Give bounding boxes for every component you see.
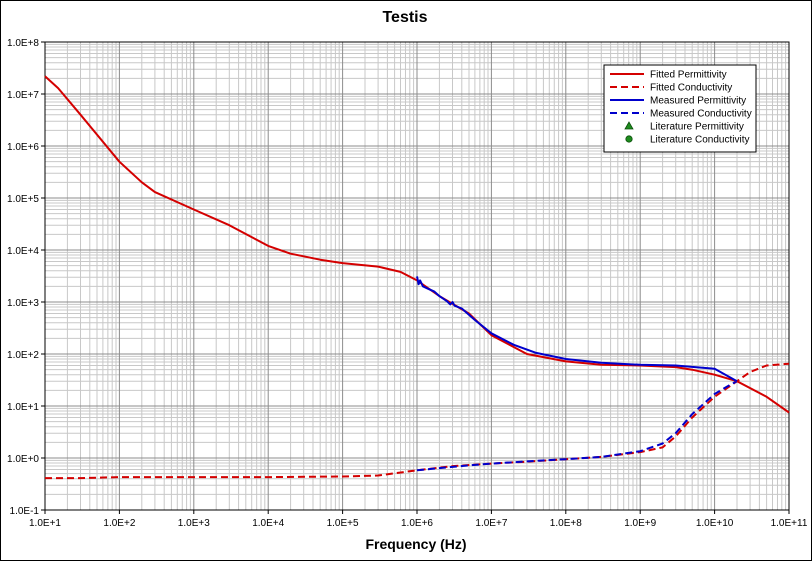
series-line-measured-conductivity	[416, 380, 738, 472]
y-tick-label: 1.0E+6	[7, 142, 39, 153]
x-tick-label: 1.0E+5	[327, 518, 359, 529]
legend-label-measured-conductivity: Measured Conductivity	[650, 109, 752, 120]
series-layer	[44, 75, 790, 480]
x-tick-label: 1.0E+6	[401, 518, 433, 529]
x-tick-label: 1.0E+7	[475, 518, 507, 529]
legend-marker-literature-permittivity	[624, 121, 634, 130]
legend-marker-literature-conductivity	[625, 135, 633, 143]
x-axis-ticks: 1.0E+1 1.0E+2 1.0E+3 1.0E+4 1.0E+5 1.0E+6 1.0E…	[29, 510, 808, 529]
legend-label-fitted-permittivity: Fitted Permittivity	[650, 70, 727, 81]
chart-title: Testis	[382, 9, 427, 26]
x-tick-label: 1.0E+1	[29, 518, 61, 529]
y-tick-label: 1.0E+2	[7, 350, 39, 361]
legend-label-measured-permittivity: Measured Permittivity	[650, 96, 746, 107]
legend-label-literature-permittivity: Literature Permittivity	[650, 122, 744, 133]
x-tick-label: 1.0E+4	[252, 518, 284, 529]
legend-label-literature-conductivity: Literature Conductivity	[650, 135, 750, 146]
y-axis-ticks: 1.0E-1 1.0E+0 1.0E+1 1.0E+2 1.0E+3 1.0E+4 1.0E…	[7, 38, 45, 517]
x-axis-label: Frequency (Hz)	[365, 536, 466, 552]
y-tick-label: 1.0E+7	[7, 90, 39, 101]
y-tick-label: 1.0E-1	[10, 506, 40, 517]
y-tick-label: 1.0E+5	[7, 194, 39, 205]
x-tick-label: 1.0E+10	[696, 518, 734, 529]
y-tick-label: 1.0E+3	[7, 298, 39, 309]
series-line-fitted-conductivity	[45, 362, 790, 480]
series-line-measured-permittivity	[416, 276, 738, 383]
y-tick-label: 1.0E+0	[7, 454, 39, 465]
x-tick-label: 1.0E+2	[103, 518, 135, 529]
x-tick-label: 1.0E+9	[624, 518, 656, 529]
legend: Fitted Permittivity Fitted Conductivity Me…	[603, 64, 757, 153]
x-tick-label: 1.0E+11	[771, 518, 808, 529]
y-tick-label: 1.0E+8	[7, 38, 39, 49]
series-line-fitted-permittivity	[44, 75, 790, 414]
x-tick-label: 1.0E+3	[178, 518, 210, 529]
x-tick-label: 1.0E+8	[550, 518, 582, 529]
y-tick-label: 1.0E+4	[7, 246, 39, 257]
y-tick-label: 1.0E+1	[7, 402, 39, 413]
legend-label-fitted-conductivity: Fitted Conductivity	[650, 83, 732, 94]
